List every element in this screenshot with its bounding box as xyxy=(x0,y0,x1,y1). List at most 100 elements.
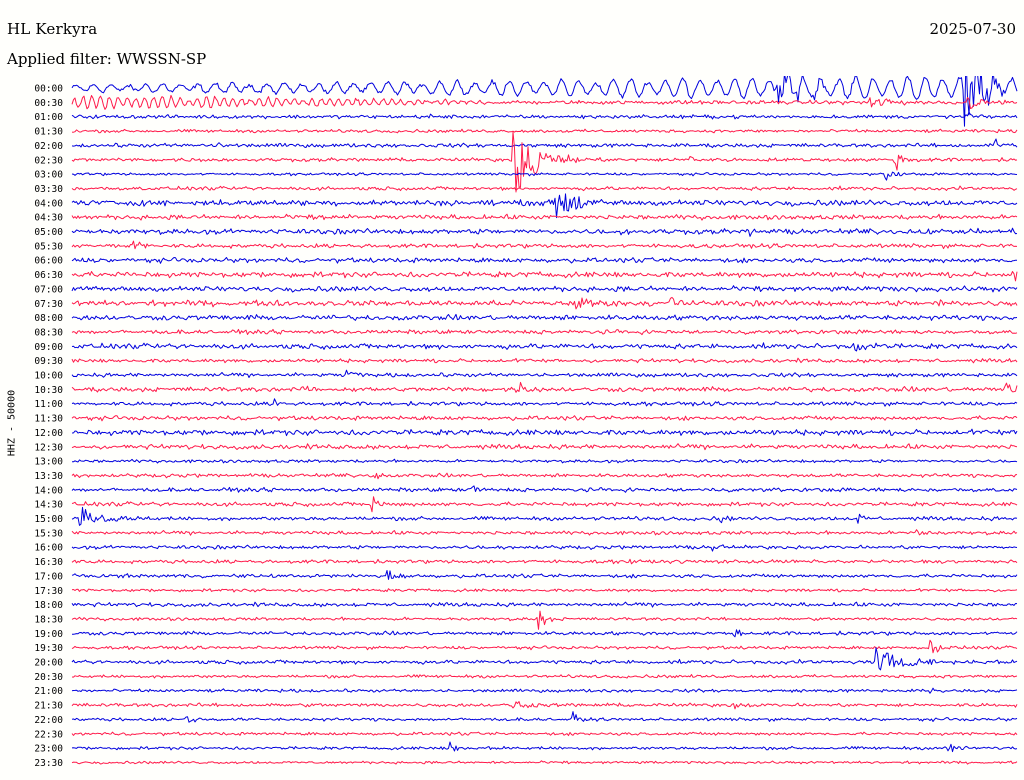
time-label: 12:30 xyxy=(34,442,63,453)
time-label: 01:30 xyxy=(34,127,63,138)
trace-line xyxy=(71,711,1018,723)
trace-line xyxy=(71,529,1018,536)
time-label: 05:30 xyxy=(34,241,63,252)
trace-line xyxy=(71,443,1018,451)
trace-line xyxy=(71,472,1018,480)
time-label: 08:00 xyxy=(34,313,63,324)
trace-line xyxy=(71,647,1018,671)
trace-line xyxy=(71,544,1018,552)
trace-line xyxy=(71,131,1018,193)
time-label: 06:30 xyxy=(34,270,63,281)
trace-line xyxy=(71,570,1018,580)
trace-line xyxy=(71,687,1018,694)
trace-line xyxy=(71,639,1018,654)
time-label: 10:00 xyxy=(34,371,63,382)
time-axis-labels: 00:00 00:30 01:00 01:30 02:00 02:30 03:00 03:30… xyxy=(34,84,63,769)
time-label: 07:00 xyxy=(34,284,63,295)
trace-line xyxy=(71,128,1018,134)
trace-line xyxy=(71,240,1018,250)
trace-line xyxy=(71,227,1018,237)
time-label: 04:00 xyxy=(34,198,63,209)
time-label: 05:00 xyxy=(34,227,63,238)
date-label: 2025-07-30 xyxy=(929,20,1016,38)
time-label: 12:00 xyxy=(34,428,63,439)
time-label: 17:00 xyxy=(34,571,63,582)
trace-line xyxy=(71,398,1018,407)
time-label: 08:30 xyxy=(34,327,63,338)
time-label: 20:00 xyxy=(34,658,63,669)
time-label: 22:00 xyxy=(34,715,63,726)
time-label: 21:00 xyxy=(34,686,63,697)
trace-line xyxy=(71,111,1018,120)
trace-line xyxy=(71,313,1018,321)
time-label: 00:00 xyxy=(34,84,63,95)
trace-line xyxy=(71,458,1018,464)
trace-line xyxy=(71,285,1018,293)
time-label: 11:30 xyxy=(34,414,63,425)
time-label: 19:00 xyxy=(34,629,63,640)
trace-lines xyxy=(71,76,1018,765)
trace-line xyxy=(71,701,1018,710)
time-label: 15:00 xyxy=(34,514,63,525)
time-label: 10:30 xyxy=(34,385,63,396)
trace-line xyxy=(71,485,1018,493)
trace-line xyxy=(71,257,1018,264)
time-label: 13:00 xyxy=(34,457,63,468)
time-label: 18:30 xyxy=(34,614,63,625)
time-label: 18:00 xyxy=(34,600,63,611)
time-label: 20:30 xyxy=(34,672,63,683)
trace-line xyxy=(71,415,1018,422)
time-label: 13:30 xyxy=(34,471,63,482)
time-label: 15:30 xyxy=(34,528,63,539)
time-label: 16:00 xyxy=(34,543,63,554)
time-label: 06:00 xyxy=(34,256,63,267)
trace-line xyxy=(71,731,1018,737)
time-label: 02:00 xyxy=(34,141,63,152)
trace-line xyxy=(71,342,1018,352)
time-label: 09:30 xyxy=(34,356,63,367)
trace-line xyxy=(71,506,1018,526)
time-label: 03:00 xyxy=(34,170,63,181)
time-label: 23:30 xyxy=(34,758,63,769)
time-label: 14:30 xyxy=(34,500,63,511)
time-label: 19:30 xyxy=(34,643,63,654)
station-title: HL Kerkyra xyxy=(7,20,98,38)
trace-line xyxy=(71,369,1018,378)
trace-line xyxy=(71,213,1018,221)
trace-line xyxy=(71,496,1018,513)
trace-line xyxy=(71,674,1018,679)
trace-line xyxy=(72,629,1018,638)
time-label: 00:30 xyxy=(34,98,63,109)
trace-line xyxy=(71,171,1018,181)
time-label: 01:00 xyxy=(34,112,63,123)
time-label: 07:30 xyxy=(34,299,63,310)
trace-line xyxy=(71,296,1018,310)
trace-line xyxy=(71,381,1018,393)
time-label: 14:00 xyxy=(34,485,63,496)
trace-line xyxy=(71,601,1018,608)
time-label: 04:30 xyxy=(34,213,63,224)
trace-line xyxy=(71,760,1018,765)
time-label: 09:00 xyxy=(34,342,63,353)
trace-line xyxy=(71,588,1018,593)
trace-line xyxy=(71,357,1018,364)
trace-line xyxy=(71,193,1018,219)
trace-line xyxy=(71,328,1018,336)
trace-line xyxy=(71,558,1018,565)
filter-label: Applied filter: WWSSN-SP xyxy=(7,50,207,68)
time-label: 16:30 xyxy=(34,557,63,568)
trace-line xyxy=(71,428,1018,437)
time-label: 21:30 xyxy=(34,701,63,712)
time-label: 03:30 xyxy=(34,184,63,195)
trace-line xyxy=(71,76,1018,127)
trace-line xyxy=(71,185,1018,192)
time-label: 02:30 xyxy=(34,155,63,166)
trace-line xyxy=(71,741,1018,753)
trace-line xyxy=(71,94,1018,110)
time-label: 23:00 xyxy=(34,744,63,755)
time-label: 11:00 xyxy=(34,399,63,410)
trace-line xyxy=(71,271,1018,282)
time-label: 17:30 xyxy=(34,586,63,597)
time-label: 22:30 xyxy=(34,729,63,740)
